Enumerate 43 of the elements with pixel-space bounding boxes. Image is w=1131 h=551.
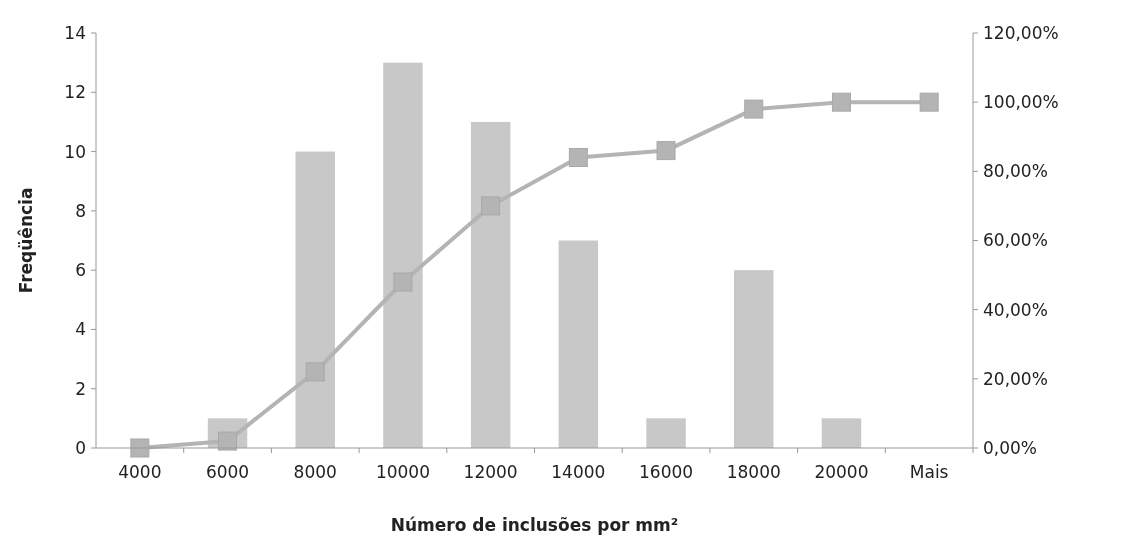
x-tick-label: 10000	[375, 462, 430, 482]
point	[393, 272, 413, 292]
point	[831, 92, 851, 112]
x-tick-label: 4000	[118, 462, 162, 482]
y-tick-label: 2	[75, 378, 86, 399]
x-tick-label: 14000	[551, 462, 606, 482]
y2-tick-label: 0,00%	[983, 437, 1038, 458]
bar	[295, 151, 335, 448]
x-tick-label: 6000	[205, 462, 250, 482]
y2-tick-label: 80,00%	[983, 161, 1048, 182]
point	[305, 362, 325, 382]
y-tick-label: 0	[75, 437, 86, 458]
y-tick-label: 4	[75, 319, 86, 340]
bar	[558, 240, 599, 448]
x-tick-label: 8000	[293, 462, 337, 482]
point	[130, 438, 150, 458]
bar	[383, 62, 423, 448]
bar	[646, 418, 686, 448]
y-tick-label: 12	[64, 82, 86, 103]
y2-tick-label: 100,00%	[983, 92, 1059, 113]
y-axis-title: Freqüência	[16, 187, 36, 294]
y-tick-label: 8	[75, 200, 86, 221]
point	[744, 99, 764, 119]
x-tick-label: 20000	[814, 462, 869, 482]
x-axis-title: Número de inclusões por mm²	[390, 515, 679, 535]
y2-tick-label: 40,00%	[983, 299, 1048, 320]
bar	[470, 121, 511, 448]
y2-tick-label: 20,00%	[983, 368, 1048, 389]
y2-tick-label: 60,00%	[983, 230, 1048, 251]
y-tick-label: 6	[75, 260, 86, 281]
y-tick-label: 14	[64, 22, 86, 43]
y-tick-label: 10	[64, 141, 86, 162]
point	[568, 148, 588, 167]
bar	[821, 418, 862, 448]
x-tick-label: 18000	[726, 462, 781, 482]
point	[656, 141, 676, 161]
bar	[734, 270, 774, 448]
x-tick-label: Mais	[909, 462, 949, 482]
y2-tick-label: 120,00%	[983, 22, 1059, 43]
x-tick-label: 12000	[463, 462, 518, 482]
x-tick-label: 16000	[639, 462, 694, 482]
point	[481, 196, 501, 216]
point	[919, 92, 939, 112]
